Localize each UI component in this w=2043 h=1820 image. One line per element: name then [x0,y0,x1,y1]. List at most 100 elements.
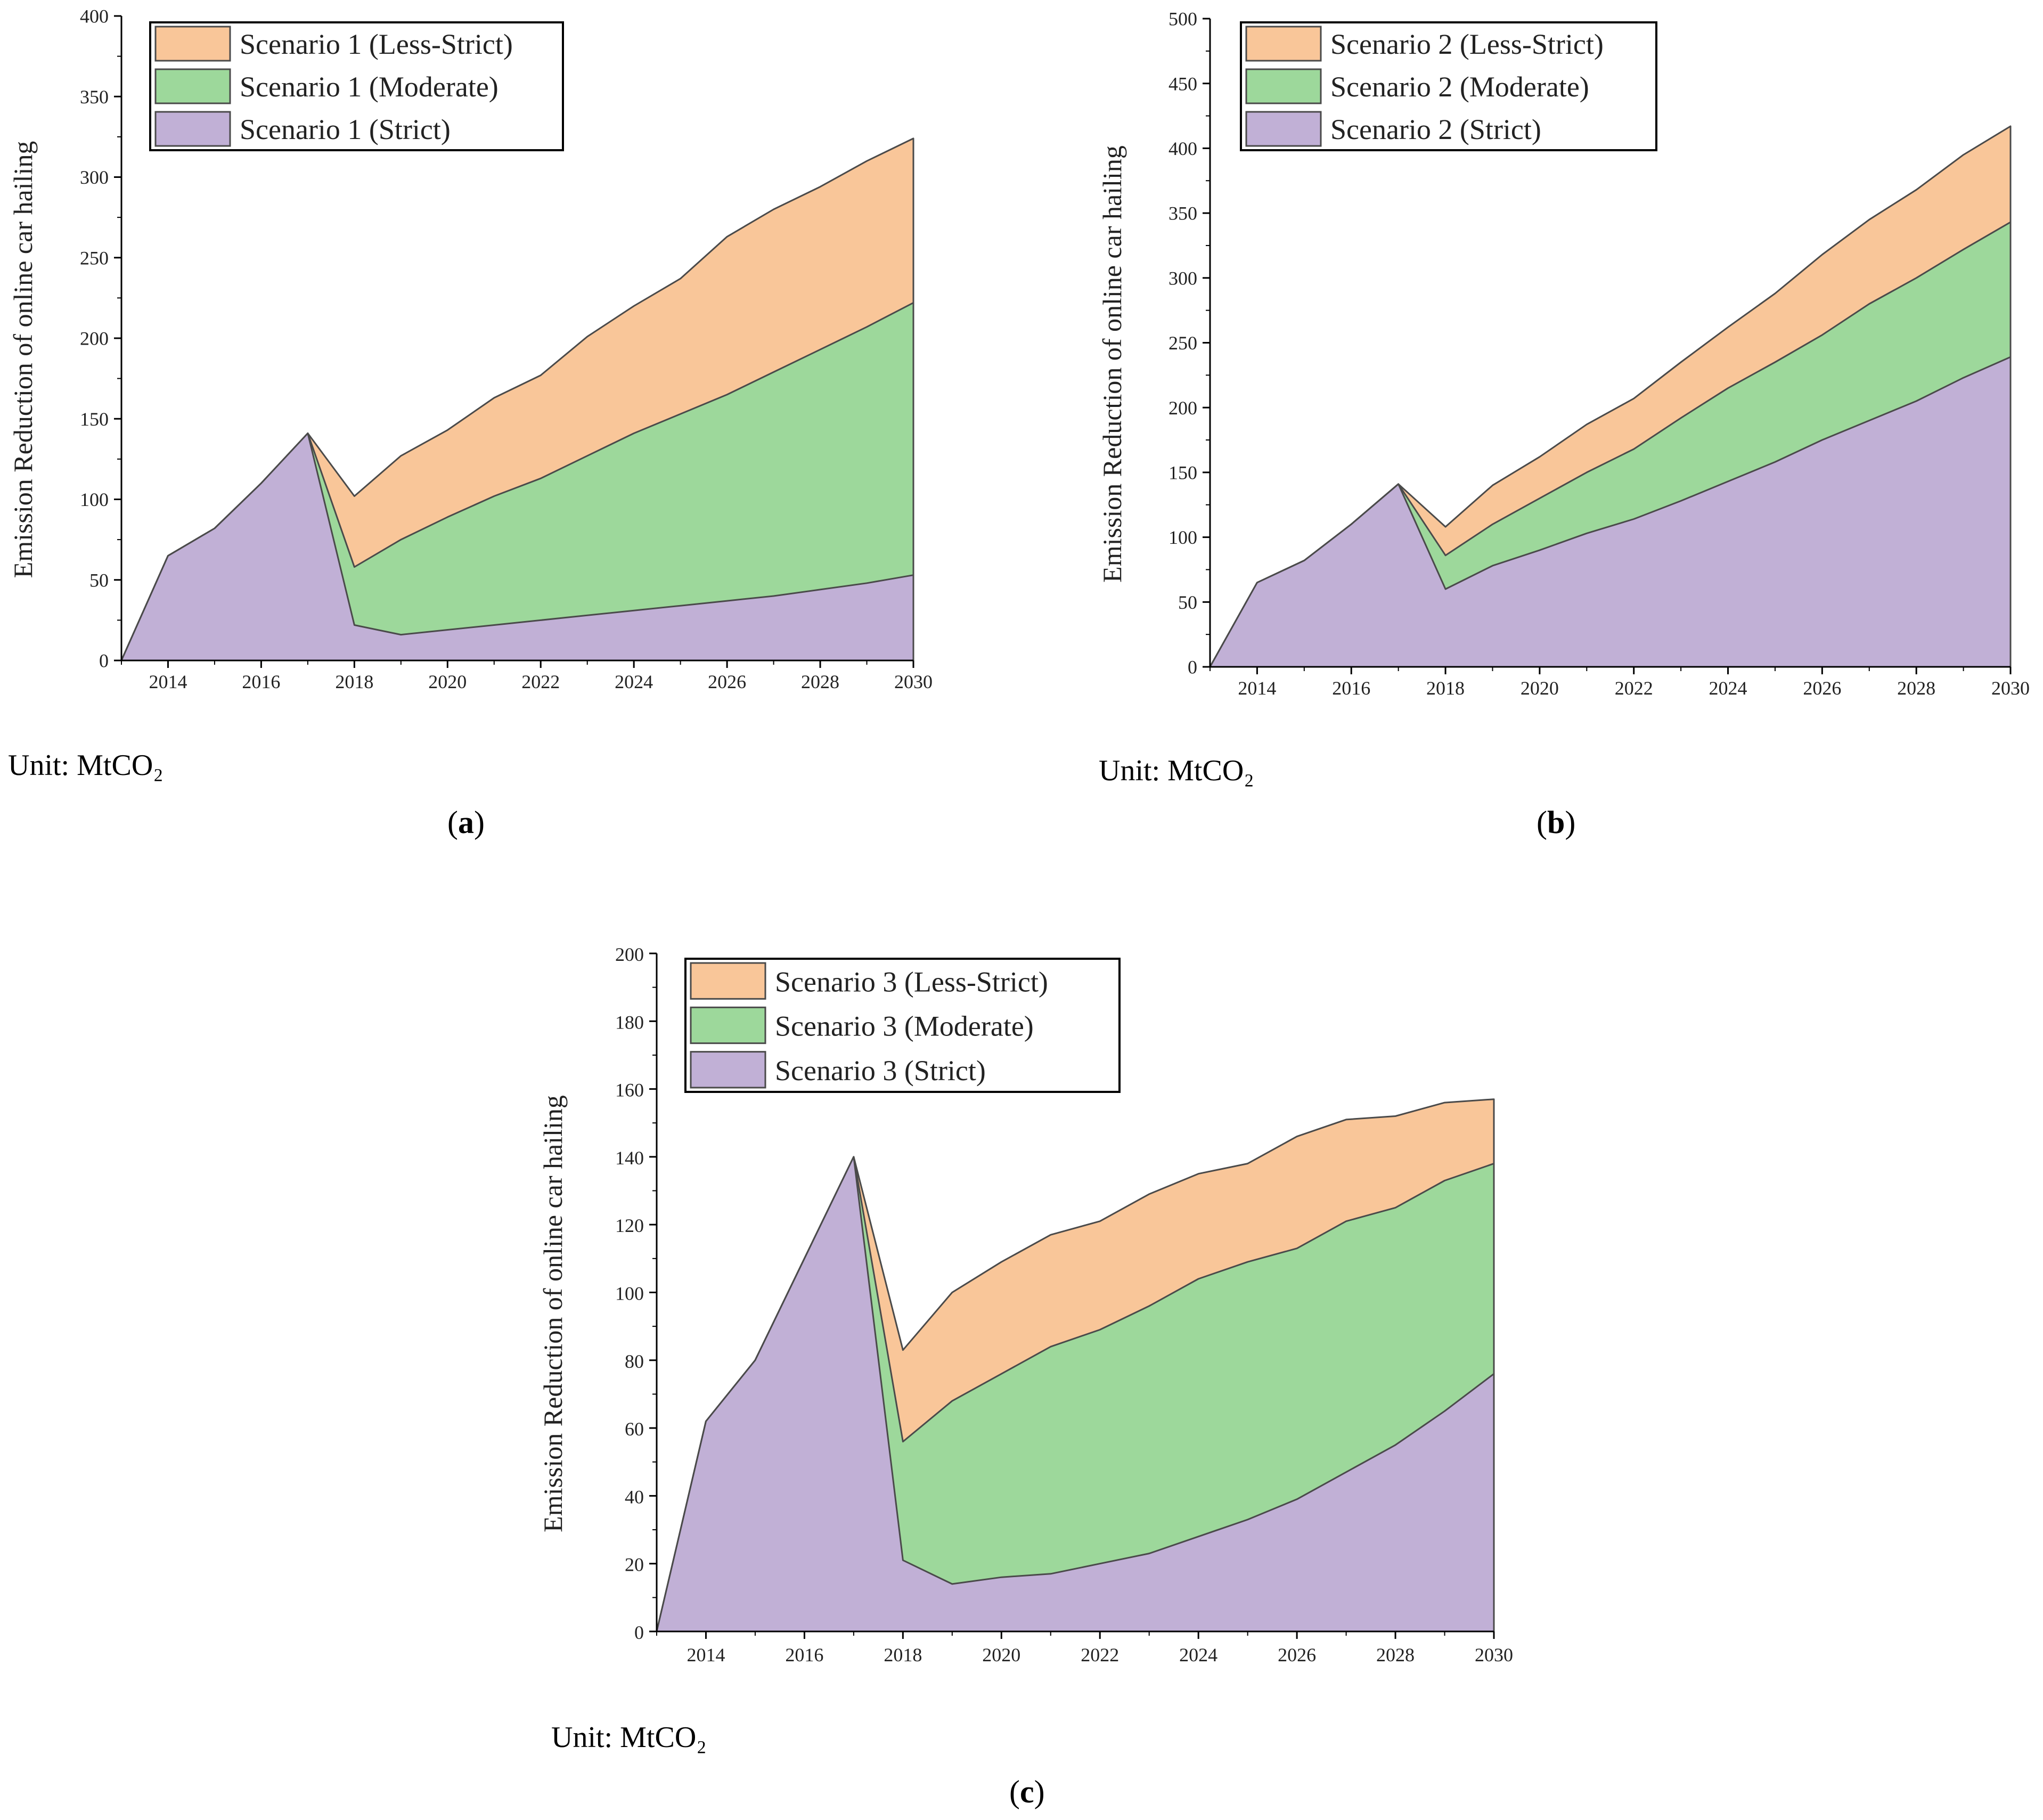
x-tick-label-b: 2030 [1991,678,2030,699]
x-tick-label-b: 2026 [1803,678,1841,699]
caption-b: (b) [1537,805,1576,840]
y-axis-title-c: Emission Reduction of online car hailing [538,1095,568,1532]
chart-panel-b: 0 50 100 150 200 250 300 350 400 450 500 2014 2016 20… [1097,9,2030,699]
y-tick-label-c: 160 [615,1080,644,1101]
y-tick-label-a: 400 [80,6,109,27]
legend-swatch-3-a [154,111,231,147]
legend-swatch-1-b [1245,26,1322,62]
area-series-3-c [656,1156,1495,1633]
legend-label-3-c: Scenario 3 (Strict) [775,1055,986,1087]
y-tick-label-c: 40 [625,1486,644,1507]
axes-b: 0 50 100 150 200 250 300 350 400 450 500 2014 2016 20… [1168,9,2030,699]
y-tick-label-a: 50 [89,569,109,591]
y-tick-label-b: 0 [1188,657,1197,678]
legend-label-1-c: Scenario 3 (Less-Strict) [775,966,1048,998]
x-tick-label-b: 2014 [1238,678,1276,699]
x-tick-label-b: 2020 [1521,678,1559,699]
x-tick-label-a: 2024 [615,671,653,692]
y-tick-label-b: 400 [1168,138,1197,159]
y-tick-label-c: 20 [625,1554,644,1576]
legend-b: Scenario 2 (Less-Strict) Scenario 2 (Mode… [1240,21,1657,151]
legend-label-1-b: Scenario 2 (Less-Strict) [1330,28,1604,60]
y-tick-label-c: 100 [615,1283,644,1304]
y-tick-label-c: 140 [615,1147,644,1169]
caption-a: (a) [447,805,485,840]
legend-label-3-a: Scenario 1 (Strict) [240,113,451,145]
legend-label-2-a: Scenario 1 (Moderate) [240,71,499,103]
y-tick-label-c: 200 [615,944,644,965]
legend-swatch-1-a [154,26,231,62]
caption-letter-b: b [1547,805,1565,840]
chart-panel-a: 0 50 100 150 200 250 300 350 400 2014 2016 2018 2020… [8,6,933,692]
y-tick-label-a: 250 [80,247,109,268]
y-tick-label-a: 300 [80,167,109,188]
x-tick-label-b: 2022 [1615,678,1653,699]
y-tick-label-a: 0 [99,650,109,672]
x-tick-label-b: 2028 [1897,678,1935,699]
area-series-3-b [1209,356,2012,668]
legend-swatch-3-c [690,1051,766,1089]
unit-label-b: Unit: MtCO₂ [1099,754,1254,787]
y-tick-label-a: 150 [80,409,109,430]
y-tick-label-c: 0 [634,1622,644,1643]
axes-a: 0 50 100 150 200 250 300 350 400 2014 2016 2018 2020… [80,6,933,692]
area-series-3-a [120,432,914,662]
caption-letter-c: c [1019,1774,1034,1809]
caption-letter-a: a [457,805,474,840]
legend-a: Scenario 1 (Less-Strict) Scenario 1 (Mode… [149,21,564,151]
caption-c: (c) [1009,1774,1045,1809]
legend-c: Scenario 3 (Less-Strict) Scenario 3 (Mode… [684,958,1121,1093]
unit-label-c: Unit: MtCO₂ [551,1721,707,1754]
y-tick-label-a: 350 [80,86,109,108]
x-tick-label-a: 2030 [894,671,933,692]
y-tick-label-b: 450 [1168,73,1197,94]
legend-label-3-b: Scenario 2 (Strict) [1330,113,1541,145]
x-tick-label-c: 2022 [1081,1644,1119,1666]
x-tick-label-a: 2014 [149,671,187,692]
y-tick-label-c: 60 [625,1418,644,1440]
x-tick-label-c: 2026 [1278,1644,1316,1666]
y-tick-label-b: 500 [1168,9,1197,30]
y-tick-label-b: 100 [1168,527,1197,548]
y-axis-title-a: Emission Reduction of online car hailing [8,141,38,578]
y-tick-label-b: 50 [1178,592,1197,613]
x-tick-label-c: 2018 [884,1644,922,1666]
y-tick-label-a: 100 [80,489,109,510]
x-tick-label-c: 2014 [687,1644,725,1666]
x-tick-label-c: 2028 [1376,1644,1415,1666]
legend-label-1-a: Scenario 1 (Less-Strict) [240,28,513,60]
y-tick-label-a: 200 [80,328,109,349]
legend-swatch-3-b [1245,111,1322,147]
legend-swatch-2-c [690,1006,766,1044]
x-tick-label-c: 2016 [785,1644,823,1666]
axes-c: 0 20 40 60 80 100 120 140 160 180 200 2014 2016 2018 2… [615,944,1513,1666]
x-tick-label-a: 2022 [521,671,560,692]
x-tick-label-a: 2026 [708,671,746,692]
y-axis-title-b: Emission Reduction of online car hailing [1097,145,1127,583]
y-tick-label-b: 300 [1168,267,1197,289]
x-tick-label-c: 2030 [1475,1644,1513,1666]
chart-panel-c: 0 20 40 60 80 100 120 140 160 180 200 2014 2016 2018 2… [538,944,1513,1666]
y-tick-label-b: 350 [1168,203,1197,224]
legend-swatch-1-c [690,962,766,1000]
x-tick-label-c: 2020 [982,1644,1020,1666]
x-tick-label-a: 2016 [242,671,280,692]
x-tick-label-b: 2024 [1709,678,1747,699]
x-tick-label-b: 2018 [1426,678,1465,699]
legend-label-2-b: Scenario 2 (Moderate) [1330,71,1589,103]
y-tick-label-b: 250 [1168,332,1197,354]
y-tick-label-c: 80 [625,1351,644,1372]
x-tick-label-a: 2020 [428,671,467,692]
y-tick-label-c: 180 [615,1011,644,1033]
legend-label-2-c: Scenario 3 (Moderate) [775,1010,1034,1042]
x-tick-label-c: 2024 [1179,1644,1217,1666]
x-tick-label-a: 2028 [801,671,839,692]
y-tick-label-c: 120 [615,1215,644,1236]
legend-swatch-2-a [154,68,231,104]
x-tick-label-b: 2016 [1332,678,1370,699]
legend-swatch-2-b [1245,68,1322,104]
y-tick-label-b: 150 [1168,462,1197,484]
unit-label-a: Unit: MtCO₂ [8,749,164,782]
y-tick-label-b: 200 [1168,397,1197,419]
x-tick-label-a: 2018 [335,671,373,692]
